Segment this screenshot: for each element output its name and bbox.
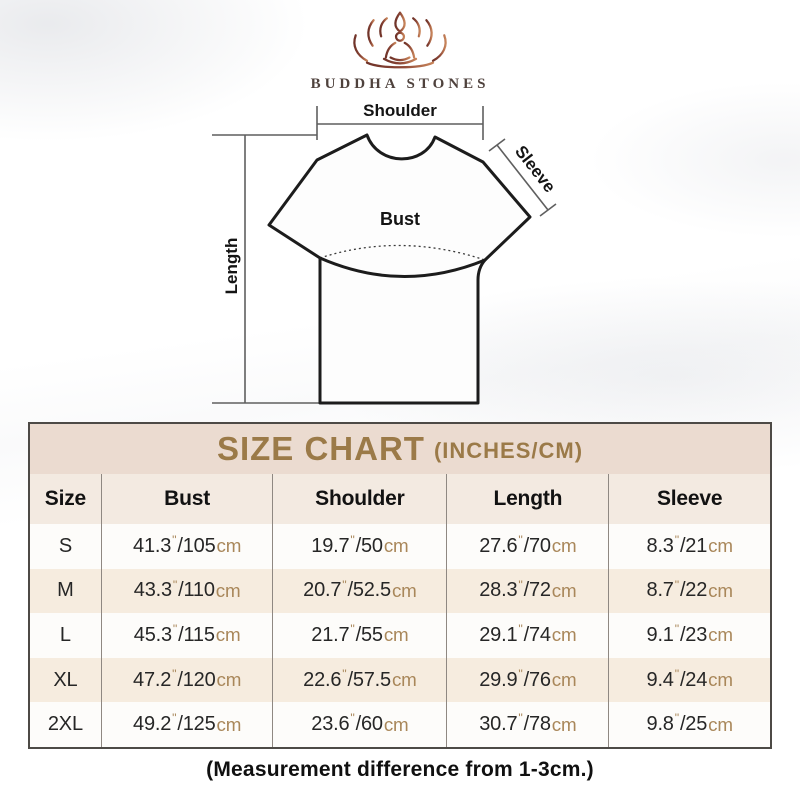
sleeve-cell: 9.4 "/24 cm bbox=[646, 666, 733, 691]
table-title-band: SIZE CHART (INCHES/CM) bbox=[30, 424, 770, 474]
brand-logo: BUDDHA STONES bbox=[0, 8, 800, 93]
shoulder-cell: 23.6 "/60 cm bbox=[273, 702, 448, 747]
shoulder-cell: 22.6 "/57.5 cm bbox=[273, 657, 448, 703]
shoulder-cell: 21.7 "/55 cm bbox=[273, 613, 448, 658]
table-row-m: M 43.3 "/110 cm 20.7 "/52.5 cm 28.3 "/72 cm 8.7 "/2… bbox=[30, 568, 770, 614]
table-row-2xl: 2XL 49.2 "/125 cm 23.6 "/60 cm 30.7 "/78 cm 9.8 "/2… bbox=[30, 702, 770, 747]
bust-cell: 41.3 "/105 cm bbox=[102, 524, 274, 569]
sleeve-cell: 9.1 "/23 cm bbox=[646, 622, 733, 646]
column-header-length: Length bbox=[447, 474, 610, 524]
bust-curve bbox=[318, 256, 487, 278]
bust-cell: 45.3 "/115 cm bbox=[102, 613, 274, 658]
column-header-shoulder: Shoulder bbox=[273, 474, 448, 524]
table-row-xl: XL 47.2 "/120 cm 22.6 "/57.5 cm 29.9 "/76 cm 9.4 " /… bbox=[30, 657, 770, 703]
length-cell: 29.1 "/74 cm bbox=[447, 613, 610, 658]
measurement-note: (Measurement difference from 1-3cm.) bbox=[206, 758, 594, 781]
brand-name: BUDDHA STONES bbox=[310, 76, 490, 92]
table-row-s: S 41.3 "/105 cm 19.7 "/50 cm 27.6 "/70 cm 8.3 "/21 c… bbox=[30, 524, 770, 569]
table-title-units: (INCHES/CM) bbox=[433, 438, 584, 463]
table-title: SIZE CHART bbox=[216, 430, 425, 467]
sleeve-measure-line bbox=[496, 144, 549, 211]
table-row-l: L 45.3 "/115 cm 21.7 "/55 cm 29.1 "/74 cm 9.1 "/23 c… bbox=[30, 613, 770, 658]
bust-label: Bust bbox=[380, 209, 420, 229]
bust-cell: 47.2 "/120 cm bbox=[102, 657, 274, 703]
lotus-meditation-icon bbox=[353, 11, 447, 69]
size-chart-table: SIZE CHART (INCHES/CM) Size Bust Shoulder L… bbox=[28, 422, 772, 749]
table-header-row: Size Bust Shoulder Length Sleeve bbox=[30, 474, 770, 524]
tshirt-outline bbox=[267, 133, 532, 405]
sleeve-cell: 8.3 "/21 cm bbox=[646, 533, 733, 557]
length-cell: 28.3 "/72 cm bbox=[447, 568, 610, 614]
shoulder-cell: 19.7 "/50 cm bbox=[273, 524, 448, 569]
size-cell: L bbox=[30, 613, 102, 658]
length-label: Length bbox=[222, 237, 241, 295]
size-cell: S bbox=[30, 524, 102, 569]
sleeve-tick-top bbox=[488, 138, 506, 152]
bust-dotted-line bbox=[319, 244, 486, 261]
sleeve-tick-bottom bbox=[539, 203, 557, 217]
tshirt-measurement-diagram: Shoulder Bust Length Sleeve bbox=[0, 95, 800, 417]
size-table-rows: S 41.3 "/105 cm 19.7 "/50 cm 27.6 "/70 cm 8.3 "/21 c… bbox=[30, 524, 770, 747]
bust-cell: 49.2 "/125 cm bbox=[102, 702, 274, 747]
size-cell: M bbox=[30, 568, 102, 614]
length-cell: 30.7 "/78 cm bbox=[447, 702, 610, 747]
sleeve-cell: 9.8 "/25 cm bbox=[646, 711, 733, 736]
column-header-bust: Bust bbox=[102, 474, 274, 524]
shoulder-label: Shoulder bbox=[363, 101, 437, 120]
size-cell: 2XL bbox=[30, 702, 102, 747]
size-cell: XL bbox=[30, 657, 102, 703]
shoulder-cell: 20.7 "/52.5 cm bbox=[273, 568, 448, 614]
bust-cell: 43.3 "/110 cm bbox=[102, 568, 274, 614]
sleeve-cell: 8.7 "/22 cm bbox=[646, 577, 733, 602]
length-cell: 27.6 "/70 cm bbox=[447, 524, 610, 569]
column-header-sleeve: Sleeve bbox=[656, 487, 723, 510]
column-header-size: Size bbox=[30, 474, 102, 524]
length-cell: 29.9 "/76 cm bbox=[447, 657, 610, 703]
